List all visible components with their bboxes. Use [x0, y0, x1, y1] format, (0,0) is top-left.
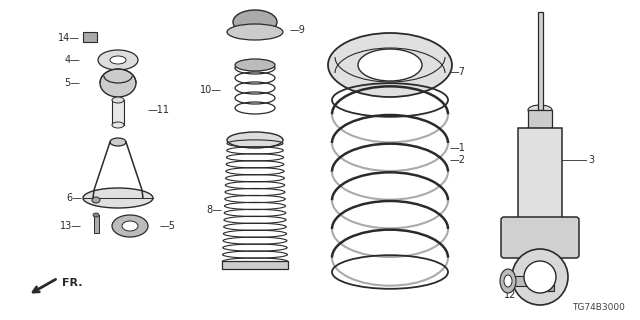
Text: —9: —9: [290, 25, 306, 35]
Text: —5: —5: [160, 221, 176, 231]
Ellipse shape: [227, 24, 283, 40]
Ellipse shape: [112, 215, 148, 237]
Bar: [94, 215, 99, 233]
Text: 10—: 10—: [200, 85, 222, 95]
Ellipse shape: [92, 197, 100, 203]
Bar: [538, 12, 543, 110]
Text: —11: —11: [148, 105, 170, 115]
Bar: [83, 32, 97, 42]
Text: —7: —7: [450, 67, 466, 77]
Bar: [112, 100, 124, 125]
Text: FR.: FR.: [62, 278, 83, 288]
Ellipse shape: [112, 97, 124, 103]
Ellipse shape: [233, 10, 277, 34]
Bar: [538, 271, 554, 291]
Bar: [528, 110, 552, 128]
Ellipse shape: [358, 49, 422, 81]
Bar: [222, 261, 288, 269]
Ellipse shape: [512, 249, 568, 305]
Ellipse shape: [227, 132, 283, 148]
Bar: [505, 276, 541, 286]
Ellipse shape: [504, 275, 512, 287]
Ellipse shape: [112, 122, 124, 128]
FancyBboxPatch shape: [501, 217, 579, 258]
Text: 14—: 14—: [58, 33, 80, 43]
Ellipse shape: [235, 59, 275, 71]
Text: 5—: 5—: [64, 78, 80, 88]
Text: TG74B3000: TG74B3000: [572, 303, 625, 312]
Ellipse shape: [100, 69, 136, 97]
Text: —2: —2: [450, 155, 466, 165]
Ellipse shape: [110, 56, 126, 64]
Ellipse shape: [98, 50, 138, 70]
Text: 3: 3: [588, 155, 594, 165]
Ellipse shape: [528, 105, 552, 115]
Text: 12: 12: [504, 290, 516, 300]
Ellipse shape: [110, 138, 126, 146]
Text: 13—: 13—: [60, 221, 82, 231]
Text: —1: —1: [450, 143, 466, 153]
Ellipse shape: [328, 33, 452, 97]
Ellipse shape: [83, 188, 153, 208]
Ellipse shape: [500, 269, 516, 293]
Text: 8—: 8—: [206, 205, 222, 215]
Ellipse shape: [93, 213, 99, 217]
Ellipse shape: [122, 221, 138, 231]
Bar: [518, 128, 562, 220]
Ellipse shape: [524, 261, 556, 293]
Ellipse shape: [528, 123, 552, 133]
Text: 4—: 4—: [64, 55, 80, 65]
Text: 6—: 6—: [66, 193, 82, 203]
